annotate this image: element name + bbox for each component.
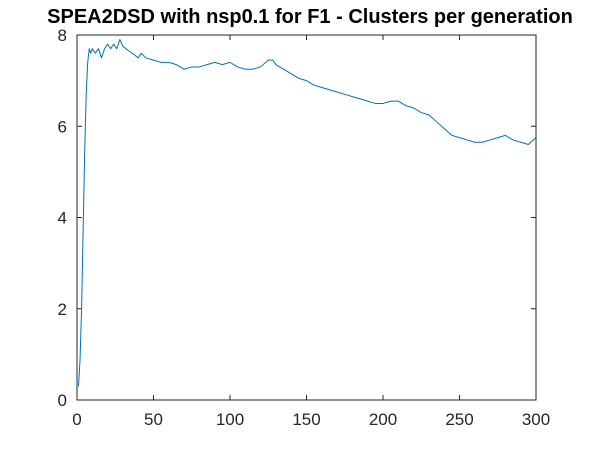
x-tick-label: 50 bbox=[144, 410, 163, 429]
x-tick-label: 250 bbox=[445, 410, 473, 429]
series-layer bbox=[78, 39, 537, 387]
plot-box bbox=[76, 34, 537, 401]
plot-area bbox=[76, 34, 537, 401]
chart-title: SPEA2DSD with nsp0.1 for F1 - Clusters p… bbox=[47, 6, 573, 28]
x-tick-label: 150 bbox=[292, 410, 320, 429]
series-line bbox=[78, 39, 537, 387]
x-tick-label: 0 bbox=[72, 410, 81, 429]
axis-ticks: 0 50 100 150 200 250 300 0 2 4 6 8 bbox=[58, 26, 551, 429]
y-tick-label: 8 bbox=[58, 26, 67, 45]
y-tick-label: 0 bbox=[58, 391, 67, 410]
y-tick-label: 2 bbox=[58, 300, 67, 319]
y-tick-label: 6 bbox=[58, 117, 67, 136]
y-tick-label: 4 bbox=[58, 209, 67, 228]
x-tick-label: 200 bbox=[369, 410, 397, 429]
x-tick-label: 100 bbox=[216, 410, 244, 429]
x-tick-label: 300 bbox=[522, 410, 550, 429]
